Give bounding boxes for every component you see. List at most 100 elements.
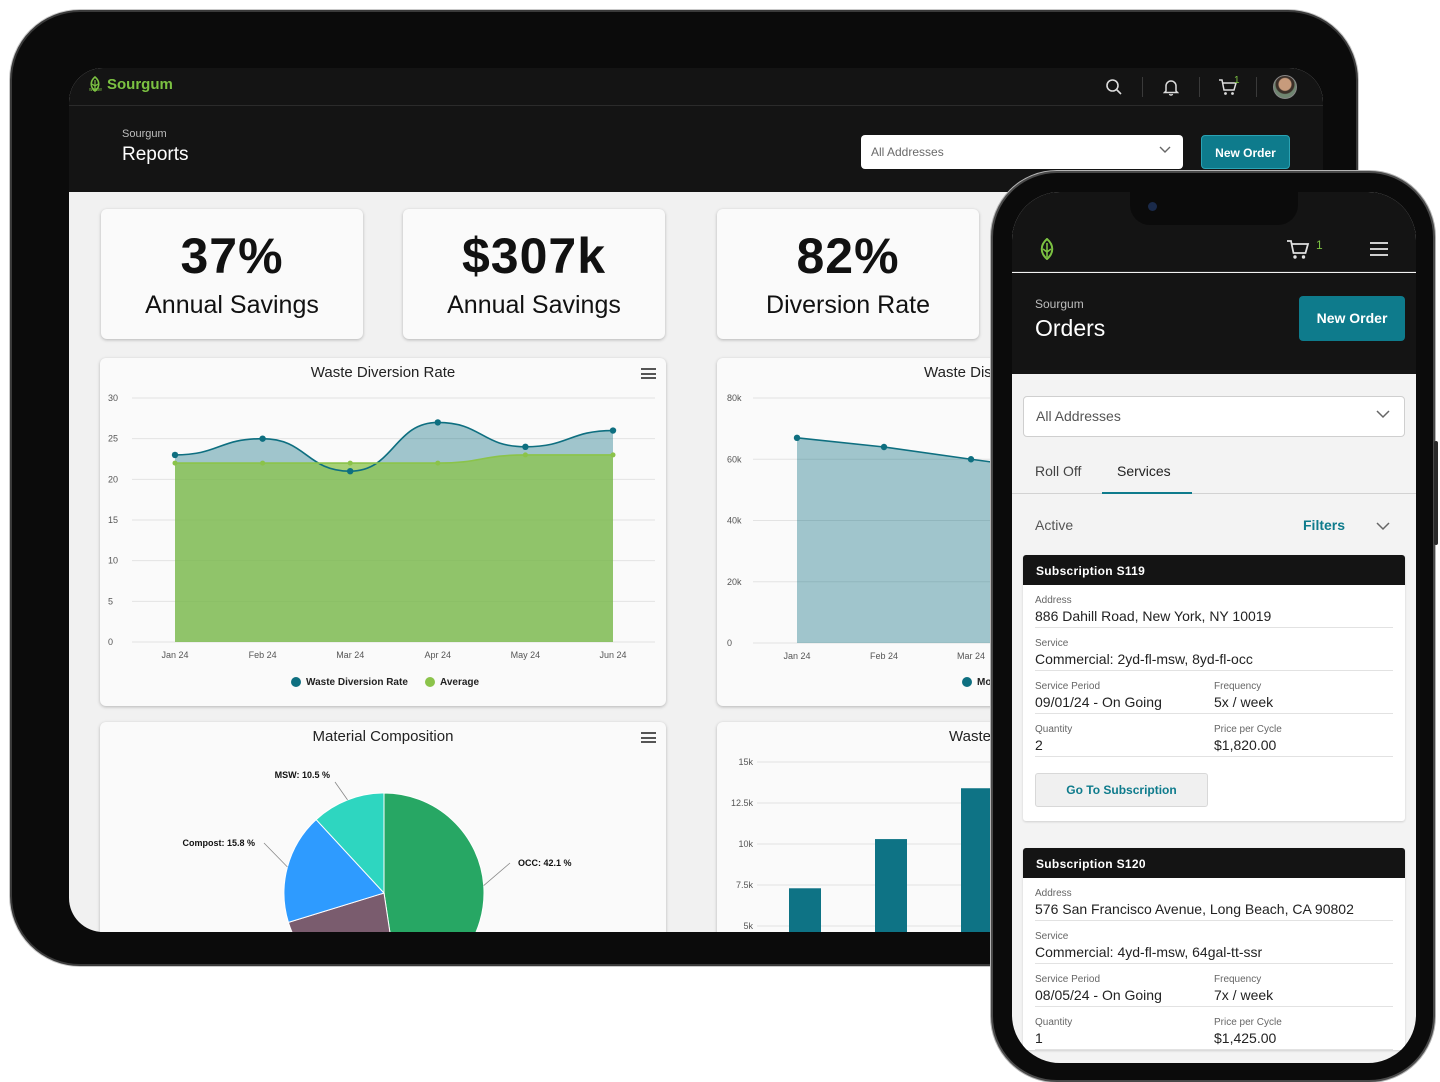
field-label: Frequency (1214, 974, 1262, 985)
mobile-page-header: Sourgum Orders New Order (1012, 273, 1416, 374)
field-label: Price per Cycle (1214, 1017, 1282, 1028)
y-tick-label: 5k (743, 921, 753, 931)
waste-spend-chart: 5k 7.5k 10k 12.5k 15k (731, 757, 1017, 932)
hamburger-menu-button[interactable] (1370, 242, 1388, 260)
leaf-logo-icon (90, 76, 100, 92)
filters-toggle[interactable]: Filters (1303, 517, 1346, 533)
legend-marker (425, 677, 435, 687)
waste-diversion-rate-card: Waste Diversion Rate 0 5 10 15 20 25 30 Jan 24 F… (100, 358, 666, 706)
avatar (1273, 75, 1297, 99)
y-tick-label: 12.5k (731, 798, 754, 808)
field-label: Frequency (1214, 681, 1262, 692)
y-tick-label: 7.5k (736, 880, 754, 890)
data-point (171, 451, 179, 459)
go-to-subscription-button[interactable]: Go To Subscription (1035, 773, 1208, 807)
field-label: Service (1035, 931, 1069, 942)
pie-slice (287, 892, 391, 932)
address-field: Address 576 San Francisco Avenue, Long B… (1035, 878, 1393, 921)
x-tick-label: Mar 24 (957, 651, 985, 661)
kpi-card: 37% Annual Savings (101, 209, 363, 339)
address-select[interactable]: All Addresses (1023, 396, 1405, 437)
data-point (172, 460, 178, 466)
divider (1256, 77, 1257, 97)
material-composition-chart: OCC: 42.1 % Compost: 15.8 % MSW: 10.5 % (182, 770, 572, 932)
data-point (435, 460, 441, 466)
phone-notch (1130, 192, 1298, 225)
field-label: Price per Cycle (1214, 724, 1282, 735)
y-tick-label: 10 (108, 556, 118, 566)
chevron-down-icon[interactable] (1376, 522, 1390, 531)
material-composition-card: Material Composition OCC: 42.1 % Compost:… (100, 722, 666, 932)
quantity-field: Quantity 2 (1035, 724, 1214, 753)
data-point (610, 452, 616, 458)
chart-menu-button[interactable] (641, 732, 656, 746)
y-tick-label: 15 (108, 515, 118, 525)
bar (961, 788, 993, 932)
notifications-button[interactable] (1151, 75, 1191, 99)
field-value: 5x / week (1214, 694, 1274, 710)
y-tick-label: 30 (108, 393, 118, 403)
leaf-logo-icon[interactable] (1038, 238, 1056, 260)
kpi-label: Annual Savings (447, 291, 621, 319)
page-title: Reports (122, 144, 189, 165)
frequency-field: Frequency 5x / week (1214, 681, 1393, 710)
topbar-actions: 1 (1094, 74, 1305, 100)
y-tick-label: 0 (727, 638, 732, 648)
service-field: Service Commercial: 4yd-fl-msw, 64gal-tt… (1035, 921, 1393, 964)
search-button[interactable] (1094, 75, 1134, 99)
address-select-value: All Addresses (1036, 408, 1121, 424)
chevron-down-icon (1376, 410, 1390, 419)
field-label: Service (1035, 638, 1069, 649)
brand-logo[interactable]: Sourgum (87, 76, 173, 92)
waste-spend-card: Waste S 5k 7.5k 10k 12.5k 15k (717, 722, 1017, 932)
status-filter-label[interactable]: Active (1035, 517, 1074, 533)
new-order-button[interactable]: New Order (1201, 135, 1290, 169)
phone-screen: 1 Sourgum Orders New Order All Addresses… (1012, 192, 1416, 1063)
tab-roll-off[interactable]: Roll Off (1035, 463, 1082, 479)
field-value: Commercial: 2yd-fl-msw, 8yd-fl-occ (1035, 651, 1253, 667)
divider (1199, 77, 1200, 97)
period-frequency-row: Service Period 09/01/24 - On Going Frequ… (1035, 671, 1393, 714)
new-order-button[interactable]: New Order (1299, 296, 1405, 341)
field-value: 7x / week (1214, 987, 1274, 1003)
service-field: Service Commercial: 2yd-fl-msw, 8yd-fl-o… (1035, 628, 1393, 671)
cart-button[interactable]: 1 (1208, 75, 1248, 99)
subscription-card: Subscription S119 Address 886 Dahill Roa… (1023, 555, 1405, 821)
data-point (793, 434, 801, 442)
y-tick-label: 25 (108, 434, 118, 444)
subscription-card: Subscription S120 Address 576 San Franci… (1023, 848, 1405, 1050)
series-line-average (175, 454, 613, 464)
legend-label: Waste Diversion Rate (306, 677, 408, 688)
tab-services[interactable]: Services (1117, 463, 1171, 479)
kpi-label: Annual Savings (145, 291, 319, 319)
field-label: Service Period (1035, 681, 1101, 692)
period-frequency-row: Service Period 08/05/24 - On Going Frequ… (1035, 964, 1393, 1007)
kpi-label: Diversion Rate (766, 291, 930, 319)
bar (789, 888, 821, 932)
x-tick-label: Jan 24 (161, 650, 188, 660)
data-point (259, 435, 266, 442)
cart-count-badge: 1 (1234, 75, 1240, 86)
waste-disposal-chart: 0 20k 40k 60k 80k Jan 24 Feb 24 Mar 24 Mont (727, 393, 1017, 688)
series-line-waste-diversion-rate (174, 421, 614, 473)
y-tick-label: 20 (108, 474, 118, 484)
slice-label: Compost: 15.8 % (182, 838, 255, 848)
cart-icon (1219, 79, 1237, 95)
user-menu-button[interactable] (1265, 75, 1305, 99)
order-type-tabs: Roll Off Services (1012, 460, 1416, 494)
x-tick-label: Mar 24 (336, 650, 364, 660)
quantity-price-row: Quantity 2 Price per Cycle $1,820.00 (1035, 714, 1393, 757)
waste-disposal-card: Waste Disp 0 20k 40k 60k 80k Jan 24 Feb 24 Mar … (717, 358, 1017, 706)
kpi-value: $307k (461, 228, 607, 284)
slice-label: OCC: 42.1 % (518, 858, 572, 868)
top-navigation-bar: Sourgum waste 1 (69, 68, 1323, 106)
cart-icon[interactable] (1286, 238, 1310, 260)
y-tick-label: 80k (727, 393, 742, 403)
pie-slice (283, 818, 385, 924)
chart-menu-button[interactable] (641, 368, 656, 382)
y-tick-label: 40k (727, 516, 742, 526)
y-tick-label: 5 (108, 596, 113, 606)
address-select[interactable]: All Addresses (861, 135, 1183, 169)
label-connector (263, 842, 288, 868)
